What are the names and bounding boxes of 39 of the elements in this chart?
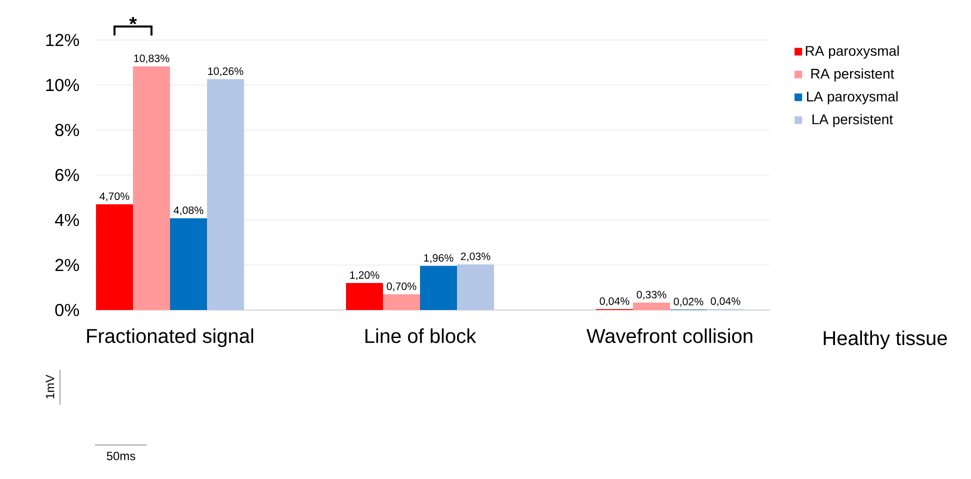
text: 1mV: [46, 374, 54, 398]
data-label: 0,04%: [600, 297, 630, 306]
y-tick-label: 2%: [55, 258, 80, 272]
data-label: 0,33%: [636, 290, 666, 300]
x-tick-label: Line of block: [365, 328, 476, 344]
data-label: 10,26%: [208, 67, 244, 76]
data-label: 1,20%: [350, 271, 380, 280]
y-tick-label: 0%: [55, 304, 80, 316]
y-tick-label: 12%: [46, 34, 80, 46]
text: Healthy tissue: [824, 330, 947, 350]
y-tick-label: 4%: [54, 214, 80, 226]
legend-label: RA paroxysmal: [806, 46, 899, 59]
data-label: 0,02%: [674, 298, 704, 307]
data-label: 2,03%: [460, 252, 490, 262]
y-tick-label: 6%: [55, 168, 80, 182]
bar: [633, 302, 670, 310]
bar: [457, 264, 494, 310]
x-tick-label: Fractionated signal: [87, 328, 254, 348]
data-label: 0,04%: [710, 297, 740, 306]
data-label: 10,83%: [134, 54, 170, 64]
bar: [420, 266, 458, 310]
text: 50ms: [106, 452, 136, 460]
bar: [133, 66, 170, 310]
data-label: 4,08%: [174, 206, 204, 216]
data-label: 0,70%: [386, 282, 416, 292]
bar: [170, 218, 208, 310]
legend-label: LA paroxysmal: [807, 91, 898, 104]
data-label: 4,70%: [100, 192, 130, 202]
y-tick-label: 8%: [55, 124, 80, 136]
bar: [346, 283, 384, 310]
y-tick-label: 10%: [46, 78, 80, 92]
data-label: 1,96%: [424, 254, 454, 263]
text: *: [129, 16, 137, 24]
x-tick-label: Wavefront collision: [586, 328, 752, 344]
legend-label: RA persistent: [811, 68, 894, 82]
bar: [96, 204, 133, 310]
bar: [207, 79, 244, 310]
bar: [383, 294, 420, 310]
legend-label: LA persistent: [812, 114, 893, 128]
